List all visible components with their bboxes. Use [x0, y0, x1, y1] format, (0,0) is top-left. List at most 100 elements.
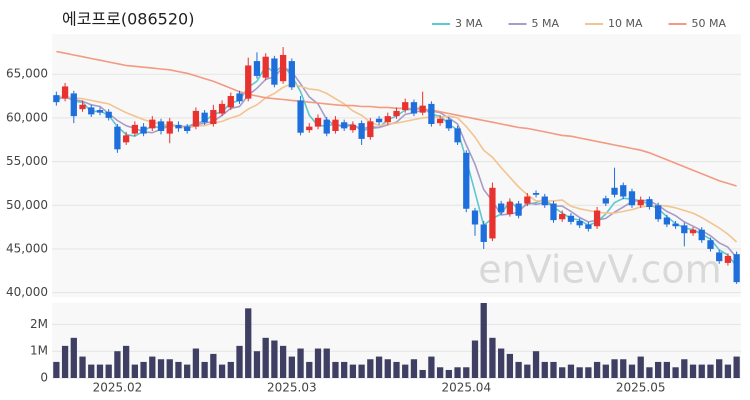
- volume-bar: [358, 364, 365, 378]
- y-tick-label: 0: [40, 371, 48, 385]
- candle-body: [192, 110, 200, 127]
- candle-body: [131, 124, 138, 134]
- candle-body: [419, 105, 426, 113]
- volume-bar: [471, 340, 479, 378]
- volume-bar: [192, 348, 200, 378]
- volume-bar: [288, 356, 295, 378]
- candle-body: [402, 102, 409, 111]
- candle-body: [114, 126, 121, 150]
- y-tick-label: 1M: [30, 344, 48, 358]
- y-tick-label: 45,000: [6, 241, 48, 255]
- candle-body: [253, 61, 261, 76]
- volume-bar: [245, 308, 252, 378]
- candle-body: [288, 61, 295, 88]
- candle-body: [602, 198, 609, 204]
- candle-body: [489, 187, 496, 239]
- volume-bar: [541, 361, 548, 378]
- volume-bar: [724, 364, 732, 378]
- volume-bar: [672, 367, 679, 378]
- legend-label: 3 MA: [455, 17, 483, 30]
- volume-bar: [175, 361, 182, 378]
- volume-bar: [61, 345, 69, 378]
- volume-bar: [550, 361, 557, 378]
- candle-body: [672, 223, 679, 227]
- volume-bar: [323, 348, 330, 378]
- volume-bar: [559, 367, 566, 378]
- volume-bar: [689, 364, 697, 378]
- candle-body: [122, 135, 130, 143]
- candle-body: [716, 252, 723, 262]
- volume-bar: [279, 345, 287, 378]
- candle-body: [323, 119, 330, 134]
- volume-bar: [393, 361, 400, 378]
- volume-bar: [271, 340, 278, 378]
- candle-body: [498, 203, 505, 213]
- legend-label: 50 MA: [692, 17, 727, 30]
- volume-bar: [253, 351, 261, 378]
- candle-body: [227, 96, 234, 108]
- chart-title: 에코프로(086520): [62, 10, 194, 29]
- volume-bar: [567, 364, 575, 378]
- volume-bar: [506, 353, 514, 378]
- candle-body: [79, 104, 86, 110]
- candle-body: [593, 210, 601, 227]
- candle-body: [236, 93, 243, 102]
- candle-body: [428, 103, 435, 124]
- candle-body: [367, 121, 374, 138]
- volume-bar: [576, 367, 583, 378]
- candle-body: [61, 86, 69, 99]
- candle-body: [140, 126, 147, 134]
- volume-bar: [410, 359, 418, 378]
- volume-bar: [122, 345, 130, 378]
- candle-body: [105, 111, 112, 118]
- volume-bar: [367, 359, 374, 378]
- candle-body: [532, 193, 540, 195]
- candle-body: [157, 121, 165, 131]
- volume-bar: [70, 337, 77, 378]
- volume-bar: [227, 361, 234, 378]
- candle-body: [637, 200, 644, 206]
- candle-body: [245, 65, 252, 99]
- candle-body: [410, 102, 418, 114]
- candle-body: [480, 224, 487, 242]
- candle-body: [585, 224, 592, 229]
- volume-bar: [646, 367, 653, 378]
- candle-body: [306, 126, 313, 131]
- volume-bar: [341, 361, 348, 378]
- candle-body: [646, 199, 653, 208]
- volume-bar: [681, 359, 688, 378]
- candle-body: [463, 152, 470, 209]
- candle-body: [262, 56, 269, 78]
- candle-body: [88, 107, 95, 115]
- x-tick-label: 2025.05: [616, 381, 666, 395]
- volume-bar: [201, 361, 208, 378]
- x-tick-label: 2025.04: [441, 381, 491, 395]
- y-tick-label: 40,000: [6, 285, 48, 299]
- y-tick-label: 50,000: [6, 198, 48, 212]
- candle-body: [515, 203, 522, 216]
- volume-bar: [314, 348, 322, 378]
- volume-bar: [428, 356, 435, 378]
- volume-bar: [140, 361, 147, 378]
- candle-body: [96, 110, 104, 113]
- volume-bar: [698, 364, 705, 378]
- candle-body: [297, 100, 304, 133]
- candle-body: [454, 128, 461, 143]
- candle-body: [733, 254, 740, 283]
- volume-bar: [166, 359, 173, 378]
- volume-bar: [384, 359, 391, 378]
- volume-bar: [733, 356, 740, 378]
- candle-body: [550, 203, 557, 221]
- volume-bar: [157, 359, 165, 378]
- candle-body: [175, 124, 182, 129]
- volume-bar: [218, 364, 226, 378]
- candle-body: [210, 110, 217, 124]
- candle-body: [724, 255, 732, 263]
- volume-bar: [620, 359, 627, 378]
- volume-bar: [611, 359, 618, 378]
- volume-bar: [524, 364, 531, 378]
- candle-body: [689, 229, 697, 234]
- candle-body: [567, 215, 575, 222]
- candle-body: [541, 196, 548, 206]
